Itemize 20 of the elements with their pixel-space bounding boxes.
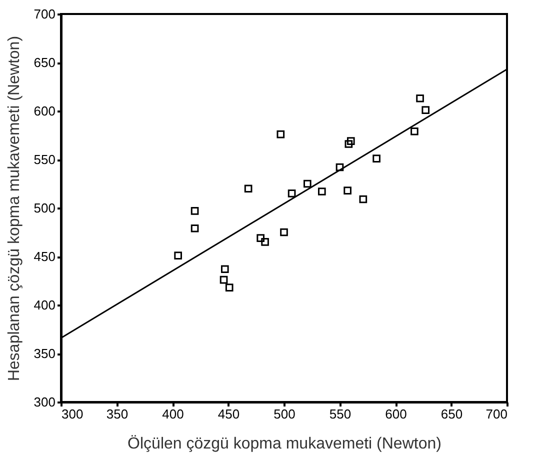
y-tick-label: 700 (34, 6, 56, 22)
y-tick-label: 350 (34, 346, 56, 361)
x-axis-title: Ölçülen çözgü kopma mukavemeti (Newton) (128, 434, 442, 452)
y-tick-label: 300 (34, 394, 56, 410)
y-tick-label: 500 (34, 200, 56, 216)
x-tick-label: 650 (440, 406, 463, 422)
x-tick-label: 550 (329, 406, 352, 422)
y-axis-title: Hesaplanan çözgü kopma mukavemeti (Newton) (6, 36, 23, 382)
x-tick-label: 300 (62, 406, 84, 422)
y-tick-label: 600 (34, 104, 56, 118)
x-tick-label: 600 (385, 406, 407, 422)
x-tick-label: 450 (218, 406, 240, 422)
y-tick-label: 450 (34, 249, 56, 264)
y-tick-label: 400 (34, 298, 56, 312)
y-tick-label: 550 (34, 152, 56, 167)
x-tick-label: 500 (274, 406, 296, 422)
x-tick-label: 350 (106, 406, 128, 422)
x-tick-label: 700 (486, 406, 508, 422)
x-tick-label: 400 (162, 406, 184, 422)
y-tick-label: 650 (34, 55, 56, 70)
